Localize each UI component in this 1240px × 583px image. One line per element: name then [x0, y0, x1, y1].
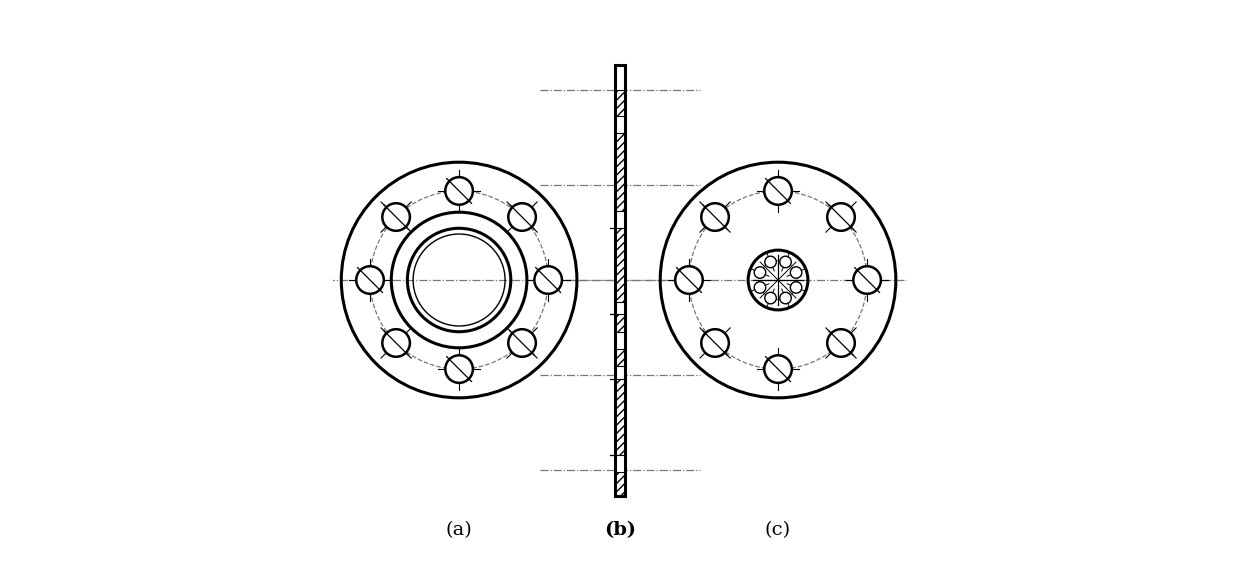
- Circle shape: [790, 282, 802, 293]
- Circle shape: [445, 355, 472, 383]
- Circle shape: [765, 256, 776, 268]
- Circle shape: [382, 203, 410, 231]
- Text: (b): (b): [604, 521, 636, 539]
- Circle shape: [382, 329, 410, 357]
- Circle shape: [764, 177, 792, 205]
- Text: (a): (a): [445, 521, 472, 539]
- Circle shape: [754, 282, 766, 293]
- Bar: [615, 349, 625, 366]
- Bar: [615, 472, 625, 496]
- Circle shape: [780, 292, 791, 304]
- Bar: [615, 379, 625, 455]
- Bar: [615, 332, 625, 349]
- Circle shape: [764, 355, 792, 383]
- Bar: [615, 134, 625, 211]
- Bar: [615, 379, 625, 455]
- Bar: [615, 229, 625, 301]
- Circle shape: [827, 203, 854, 231]
- Circle shape: [356, 266, 384, 294]
- Circle shape: [790, 267, 802, 278]
- Circle shape: [765, 292, 776, 304]
- Bar: [615, 366, 625, 379]
- Bar: [615, 90, 625, 116]
- Circle shape: [508, 203, 536, 231]
- Bar: [615, 211, 625, 229]
- Circle shape: [675, 266, 703, 294]
- Circle shape: [508, 329, 536, 357]
- Bar: [615, 229, 625, 301]
- Circle shape: [827, 329, 854, 357]
- Circle shape: [702, 203, 729, 231]
- Text: (c): (c): [765, 521, 791, 539]
- Bar: [615, 314, 625, 332]
- Bar: [615, 134, 625, 211]
- Bar: [615, 65, 625, 90]
- Circle shape: [445, 177, 472, 205]
- Bar: [615, 314, 625, 332]
- Circle shape: [780, 256, 791, 268]
- Bar: [615, 349, 625, 366]
- Bar: [615, 301, 625, 314]
- Bar: [615, 90, 625, 116]
- Circle shape: [702, 329, 729, 357]
- Bar: [615, 472, 625, 496]
- Circle shape: [754, 267, 766, 278]
- Circle shape: [534, 266, 562, 294]
- Bar: [615, 65, 625, 496]
- Bar: [615, 455, 625, 472]
- Bar: [615, 116, 625, 134]
- Circle shape: [853, 266, 880, 294]
